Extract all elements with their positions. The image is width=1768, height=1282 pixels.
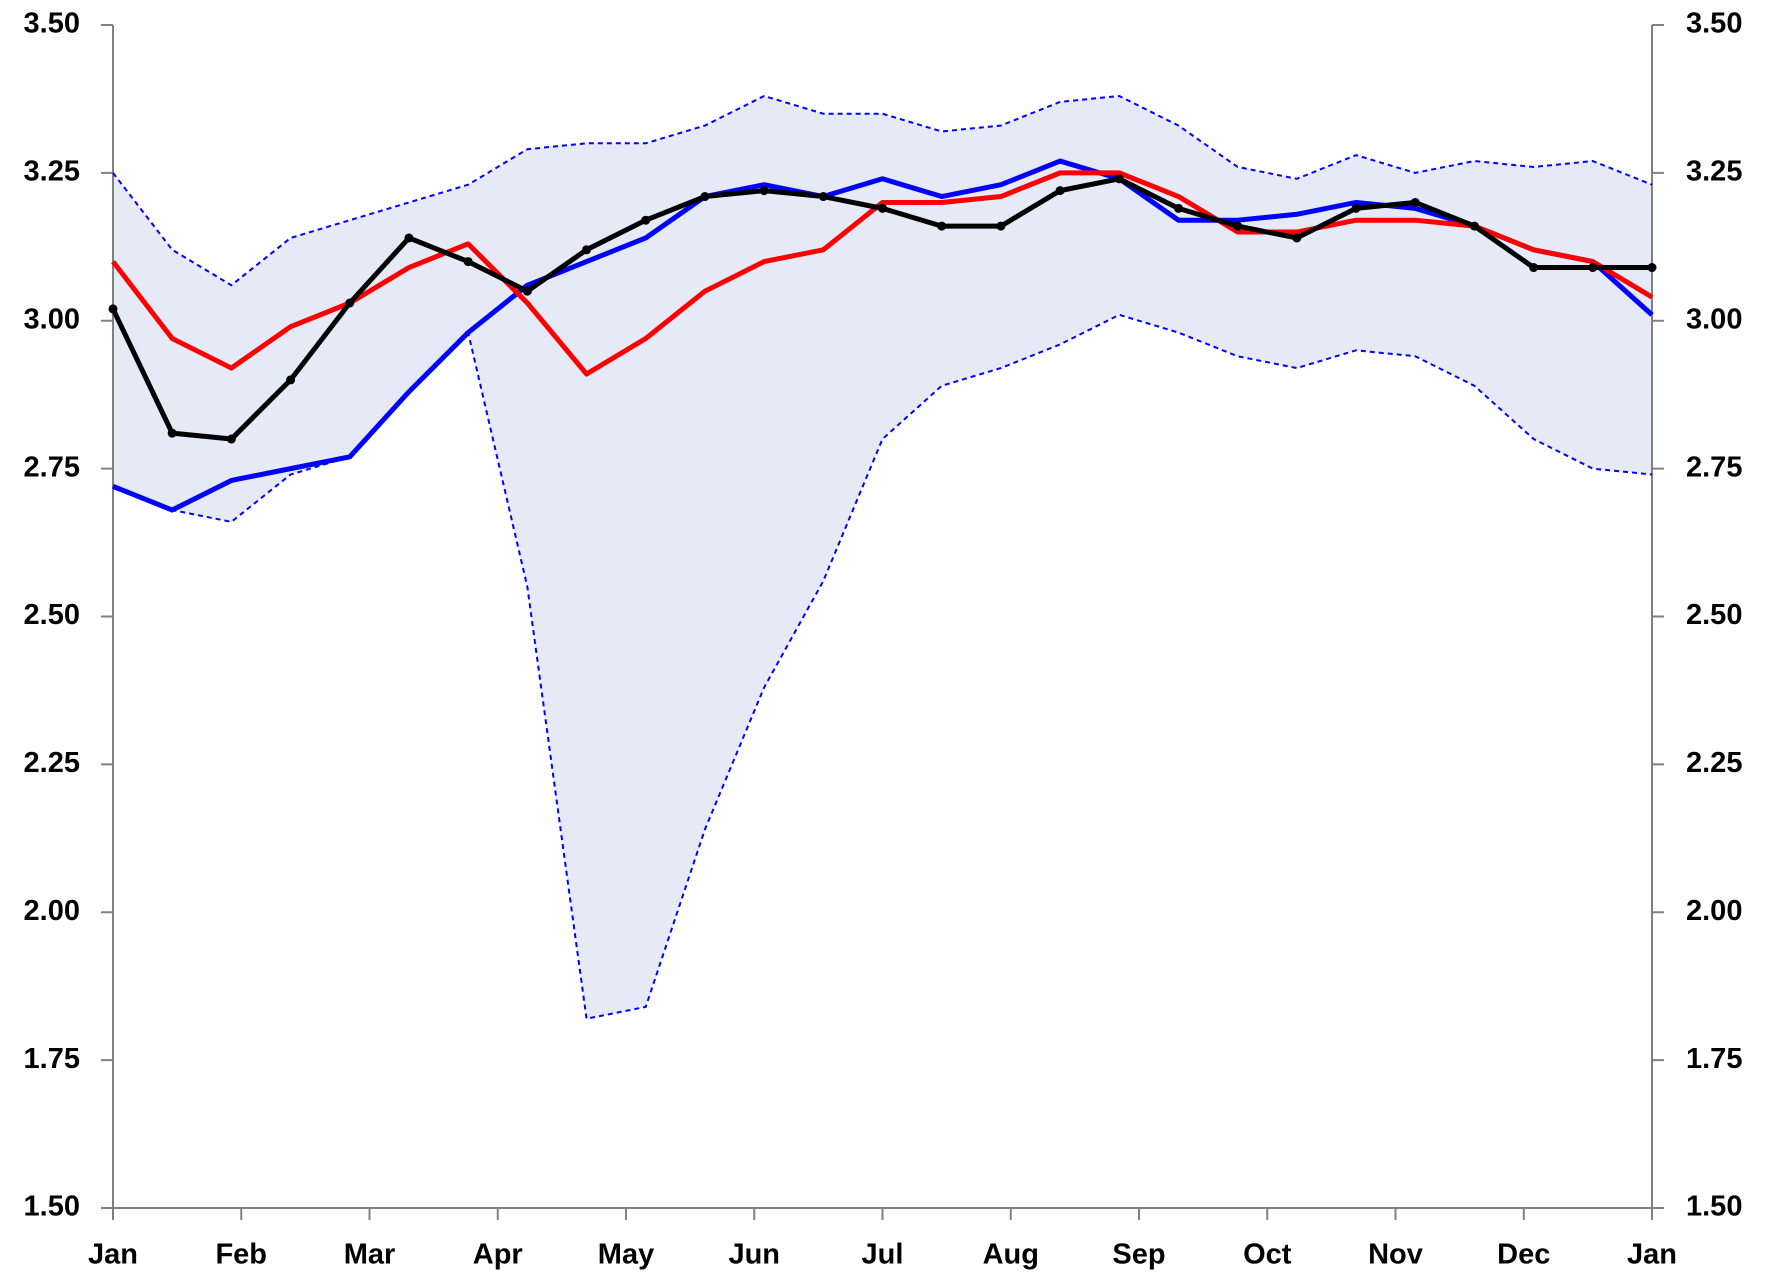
point [108, 304, 118, 314]
x-tick-label: Aug [983, 1239, 1039, 1271]
y2-tick-label: 1.75 [1686, 1043, 1742, 1075]
x-tick-label: May [598, 1239, 654, 1271]
y2-tick-label: 2.50 [1686, 599, 1742, 631]
x-tick-label: Nov [1368, 1239, 1423, 1271]
point [1055, 186, 1065, 196]
y2-tick-label: 2.25 [1686, 747, 1742, 779]
series-line [111, 170, 1654, 377]
y2-tick-label: 2.75 [1686, 451, 1742, 483]
x-tick-label: Dec [1497, 1239, 1550, 1271]
point [1469, 221, 1479, 231]
band-edge [112, 94, 1653, 287]
point [1233, 221, 1243, 231]
point [1588, 263, 1598, 273]
point [700, 192, 710, 202]
y-tick-label: 2.25 [24, 747, 80, 779]
point [937, 221, 947, 231]
point [1114, 174, 1124, 184]
point [463, 257, 473, 267]
point [878, 203, 887, 213]
point [167, 428, 177, 438]
y-tick-label: 2.75 [24, 451, 80, 483]
point [996, 221, 1006, 231]
y2-tick-label: 3.25 [1686, 156, 1742, 188]
point [582, 245, 592, 255]
x-tick-label: Jul [862, 1239, 904, 1271]
point [759, 186, 769, 196]
y2-tick-label: 1.50 [1686, 1191, 1742, 1223]
y2-tick-label: 3.00 [1686, 303, 1742, 335]
x-tick-label: Jan [1627, 1239, 1677, 1271]
point [641, 215, 651, 225]
y-tick-label: 3.50 [24, 8, 80, 40]
point [522, 286, 532, 296]
point [1529, 263, 1539, 273]
band-area [113, 95, 1652, 1019]
y-tick-label: 2.00 [24, 895, 80, 927]
y-tick-label: 3.00 [24, 303, 80, 335]
x-tick-label: Jun [728, 1239, 780, 1271]
y2-tick-label: 2.00 [1686, 895, 1742, 927]
x-tick-label: Jan [88, 1239, 138, 1271]
y-tick-label: 1.50 [24, 1191, 80, 1223]
x-tick-label: Feb [215, 1239, 267, 1271]
point [345, 298, 355, 308]
point [1351, 203, 1361, 213]
y-tick-label: 1.75 [24, 1043, 80, 1075]
y-tick-label: 3.25 [24, 156, 80, 188]
y-tick-label: 2.50 [24, 599, 80, 631]
point [404, 233, 414, 243]
point [226, 434, 236, 444]
x-tick-label: Oct [1243, 1239, 1292, 1271]
x-tick-label: Apr [473, 1239, 523, 1271]
point [1173, 203, 1183, 213]
point [818, 192, 828, 202]
y2-tick-label: 3.50 [1686, 8, 1742, 40]
point [1292, 233, 1302, 243]
point [1410, 197, 1420, 207]
point [286, 375, 296, 385]
x-tick-label: Sep [1112, 1239, 1165, 1271]
point [1647, 263, 1657, 273]
x-tick-label: Mar [344, 1239, 396, 1271]
